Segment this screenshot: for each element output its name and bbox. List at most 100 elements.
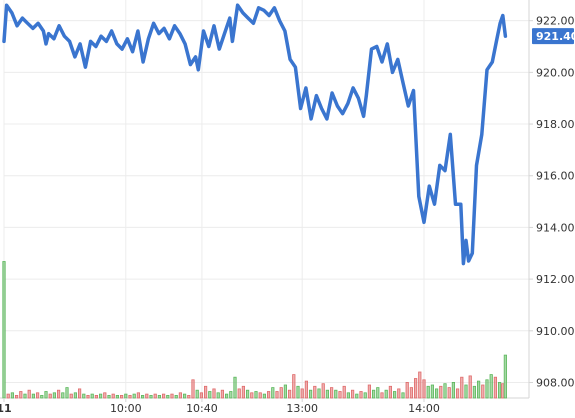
volume-bar <box>376 387 380 399</box>
volume-bar <box>346 392 351 399</box>
y-tick-label: 918.00 <box>536 118 575 131</box>
x-tick-label: 10:00 <box>110 402 142 414</box>
volume-bar <box>157 394 161 399</box>
volume-bar <box>501 383 505 399</box>
volume-bar <box>384 389 388 399</box>
volume-bar <box>250 392 254 399</box>
current-price-tag: 921.40 <box>532 28 575 45</box>
volume-bar <box>36 392 40 399</box>
volume-bar <box>23 393 27 399</box>
volume-bar <box>460 376 464 399</box>
volume-bar <box>401 392 405 399</box>
volume-bar <box>258 392 262 399</box>
volume-bar <box>111 393 115 399</box>
volume-bar <box>120 394 124 399</box>
volume-bar <box>195 389 199 399</box>
volume-bar <box>52 392 57 399</box>
volume-bar <box>325 389 330 399</box>
y-tick-label: 920.00 <box>536 66 575 79</box>
volume-bar <box>262 393 267 399</box>
volume-bar <box>413 378 418 399</box>
volume-bar <box>451 381 456 399</box>
volume-bar <box>86 394 90 399</box>
price-line <box>2 3 508 266</box>
volume-bar <box>19 391 23 399</box>
volume-bar <box>279 387 283 399</box>
volume-bar <box>476 380 481 399</box>
volume-bar <box>65 387 69 399</box>
volume-bar <box>174 394 178 399</box>
volume-bar <box>241 385 245 399</box>
volume-bar <box>69 393 73 399</box>
volume-bar <box>489 374 493 399</box>
volume-bar <box>27 389 31 399</box>
volume-bar <box>90 393 94 399</box>
volume-bar <box>136 392 140 399</box>
volume-bar <box>313 385 317 399</box>
volume-bar <box>132 393 136 399</box>
volume-bar <box>447 387 451 399</box>
volume-bar <box>199 392 203 399</box>
y-tick-label: 908.00 <box>536 376 575 389</box>
volume-bar <box>439 385 443 399</box>
volume-bar <box>418 371 422 399</box>
volume-bar <box>481 384 485 399</box>
volume-bar <box>10 392 14 399</box>
volume-bar <box>397 388 401 399</box>
grid <box>0 0 530 399</box>
volume-bar <box>493 376 498 399</box>
current-price-tag-background <box>532 28 574 45</box>
x-axis-ticks: 11 10:00 10:40 13:00 14:00 <box>0 398 440 415</box>
volume-bar <box>78 388 82 399</box>
volume-bar <box>149 394 153 399</box>
volume-bar <box>166 394 170 399</box>
y-tick-label: 910.00 <box>536 325 575 338</box>
volume-bar <box>468 375 472 399</box>
volume-bar <box>350 389 355 399</box>
volume-bar <box>275 391 279 399</box>
volume-bar <box>103 392 107 399</box>
volume-bar <box>422 379 426 399</box>
volume-bar <box>380 392 384 399</box>
volume-bar <box>128 394 132 399</box>
volume-bar <box>187 394 191 399</box>
volume-bar <box>14 394 19 399</box>
volume-bar <box>503 354 507 399</box>
volume-bar <box>124 393 128 399</box>
volume-bar <box>191 379 195 399</box>
volume-bar <box>430 384 435 399</box>
volume-bar <box>367 384 372 399</box>
volume-bar <box>426 385 430 399</box>
volume-bar <box>233 376 237 399</box>
volume-bar <box>329 387 334 399</box>
x-tick-label: 13:00 <box>286 402 318 414</box>
volume-bar <box>296 385 300 399</box>
volume-bar <box>220 389 224 399</box>
volume-bar <box>266 391 271 399</box>
volume-bar <box>321 383 325 399</box>
volume-bar <box>57 389 61 399</box>
volume-bar <box>212 388 216 399</box>
y-tick-label: 916.00 <box>536 170 575 183</box>
volume-bar <box>153 393 157 399</box>
volume-bar <box>237 388 241 399</box>
volume-bar <box>2 261 6 399</box>
volume-bar <box>497 381 502 399</box>
volume-bar <box>371 389 376 399</box>
volume-bar <box>245 389 250 399</box>
volume-bars <box>2 261 507 399</box>
volume-bar <box>48 393 52 399</box>
volume-bar <box>170 393 174 399</box>
volume-bar <box>287 389 292 399</box>
volume-bar <box>317 388 321 399</box>
volume-bar <box>115 394 119 399</box>
volume-bar <box>208 391 212 399</box>
y-tick-label: 922.00 <box>536 15 575 28</box>
volume-bar <box>443 383 447 399</box>
y-tick-label: 914.00 <box>536 221 575 234</box>
volume-bar <box>283 384 288 399</box>
volume-bar <box>229 391 233 399</box>
volume-bar <box>216 392 220 399</box>
